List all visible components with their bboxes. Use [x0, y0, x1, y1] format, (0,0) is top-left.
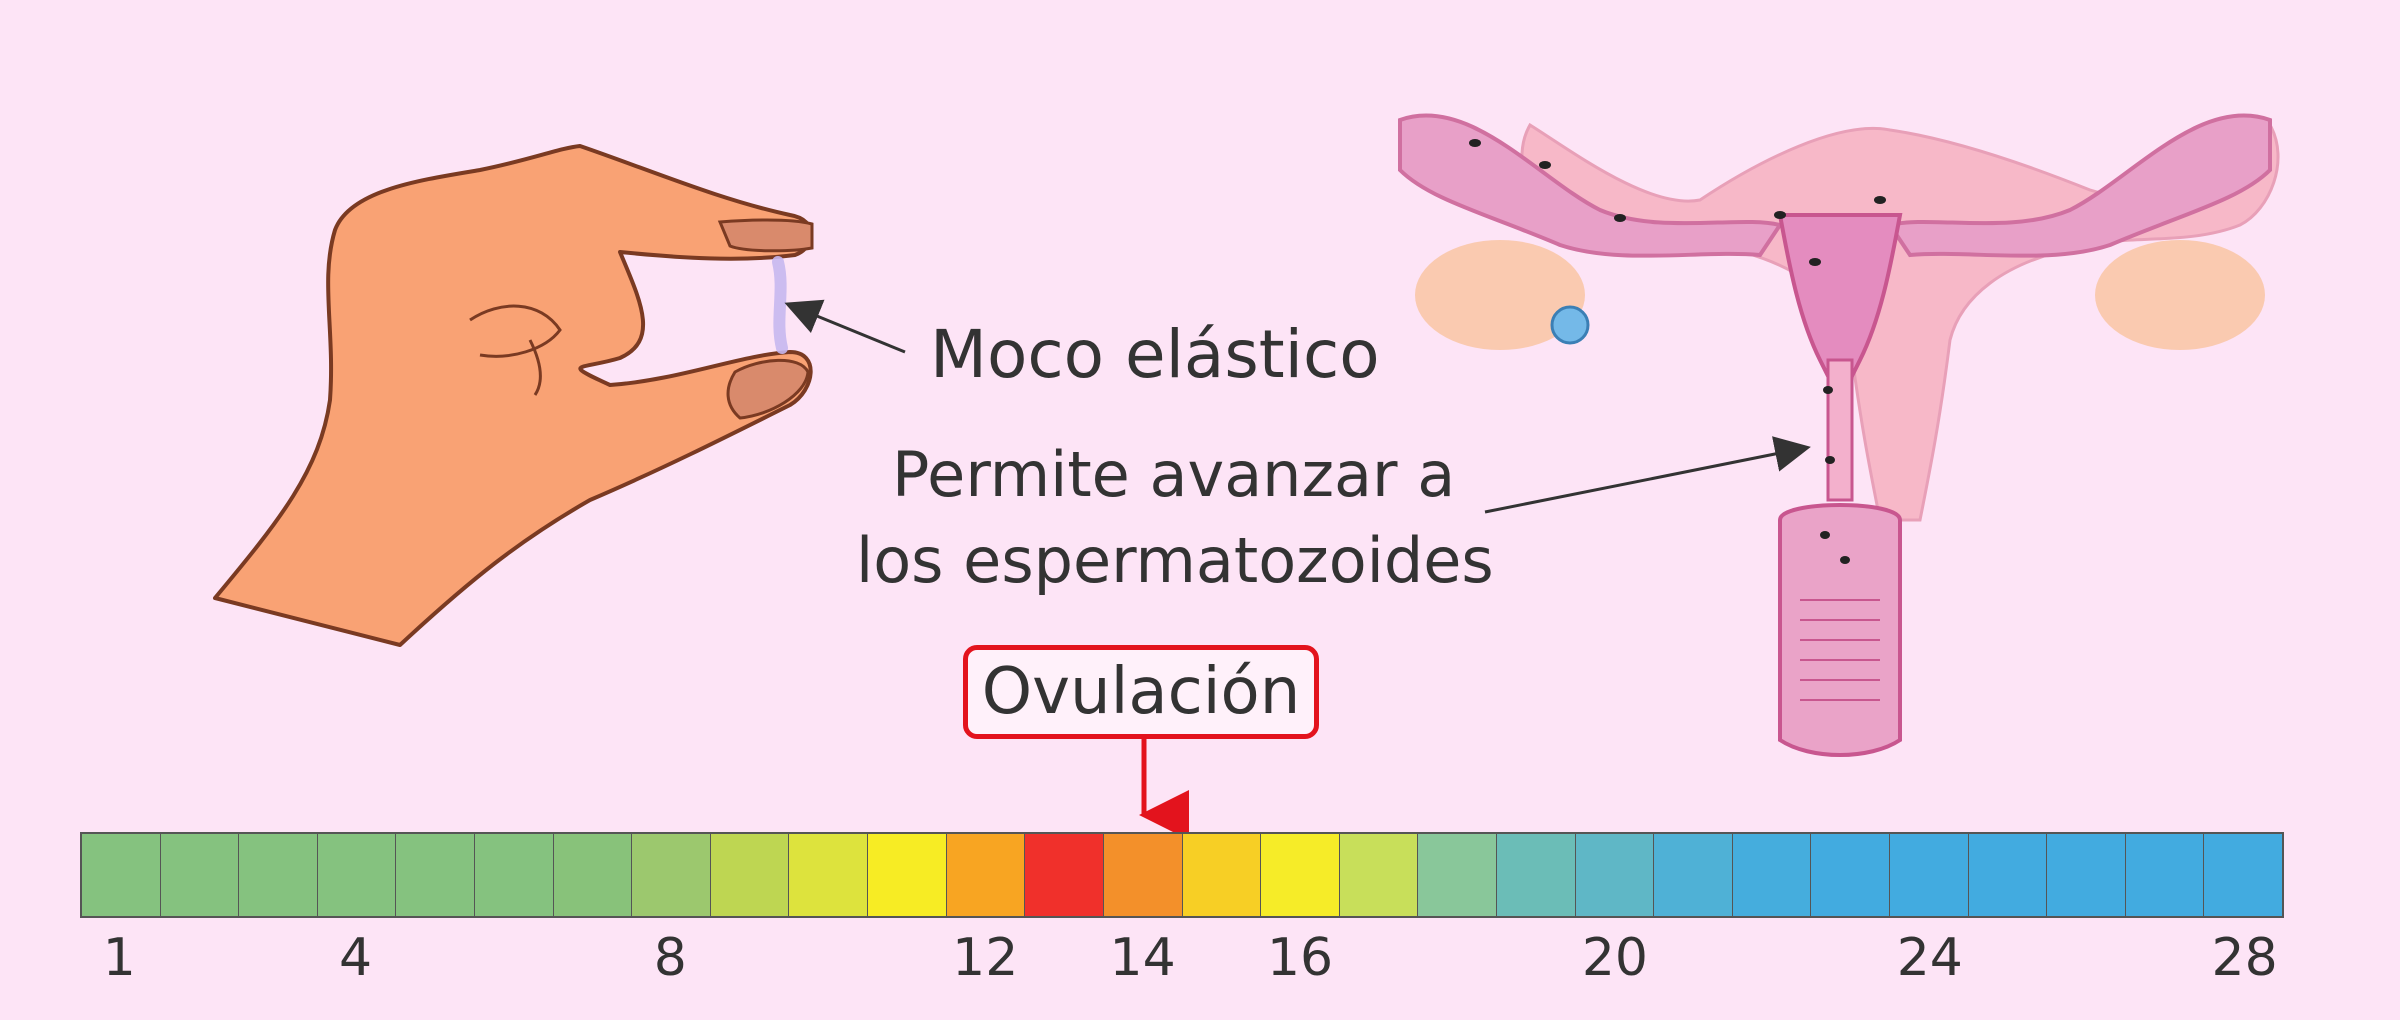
right-ovary — [2095, 240, 2265, 350]
cycle-day-17 — [1339, 834, 1419, 916]
cycle-day-3 — [239, 834, 318, 916]
cycle-day-24 — [1890, 834, 1969, 916]
tick-day-24: 24 — [1896, 928, 1963, 988]
cycle-day-16 — [1261, 834, 1340, 916]
cycle-day-20 — [1575, 834, 1655, 916]
tick-day-14: 14 — [1109, 928, 1176, 988]
cycle-day-4 — [317, 834, 397, 916]
right-fallopian-tube — [1886, 113, 2272, 258]
finger-crease — [469, 304, 562, 358]
ovum — [1550, 305, 1590, 345]
ovulation-label: Ovulación — [963, 645, 1319, 739]
cycle-day-25 — [1968, 834, 2048, 916]
sperm-arrow — [1484, 436, 1811, 514]
cycle-day-19 — [1496, 834, 1576, 916]
cycle-day-12 — [946, 834, 1026, 916]
sperm-label-line2: los espermatozoides — [856, 524, 1494, 597]
cycle-day-13 — [1025, 834, 1104, 916]
cycle-day-28 — [2204, 834, 2283, 916]
cervical-canal — [1826, 358, 1854, 502]
cycle-day-2 — [160, 834, 240, 916]
tick-day-20: 20 — [1581, 928, 1649, 988]
cycle-day-11 — [868, 834, 947, 916]
tick-day-8: 8 — [653, 928, 687, 988]
cycle-day-22 — [1732, 834, 1812, 916]
mucus-label: Moco elástico — [930, 316, 1380, 393]
fingernail-index — [717, 218, 814, 253]
fingernail-thumb — [726, 358, 810, 420]
hand-illustration — [213, 144, 814, 647]
vaginal-rugae — [1800, 599, 1880, 701]
sperm-cells — [1469, 139, 1886, 564]
tick-day-12: 12 — [952, 928, 1019, 988]
cycle-day-8 — [632, 834, 711, 916]
tick-day-16: 16 — [1266, 928, 1334, 988]
cycle-day-1 — [82, 834, 161, 916]
cycle-day-14 — [1103, 834, 1183, 916]
tick-day-1: 1 — [102, 928, 136, 988]
cycle-day-10 — [789, 834, 869, 916]
cycle-day-15 — [1182, 834, 1262, 916]
left-ovary — [1415, 240, 1585, 350]
sperm-label-line1: Permite avanzar a — [892, 438, 1456, 511]
cycle-day-23 — [1811, 834, 1891, 916]
cycle-bar — [80, 832, 2284, 918]
cycle-day-26 — [2047, 834, 2126, 916]
tick-day-28: 28 — [2211, 928, 2278, 988]
vagina — [1778, 503, 1902, 757]
knuckle-line — [528, 339, 542, 396]
uterus-illustration — [1398, 113, 2280, 757]
cycle-day-18 — [1418, 834, 1497, 916]
mucus-strand — [772, 256, 788, 354]
cycle-day-5 — [396, 834, 476, 916]
tick-day-4: 4 — [338, 928, 373, 988]
mucus-arrow — [784, 299, 906, 354]
cycle-day-21 — [1654, 834, 1733, 916]
cycle-day-27 — [2125, 834, 2205, 916]
cycle-day-7 — [553, 834, 633, 916]
cycle-day-9 — [710, 834, 790, 916]
cycle-day-6 — [475, 834, 554, 916]
left-fallopian-tube — [1398, 113, 1784, 258]
hand-shape — [213, 144, 814, 647]
